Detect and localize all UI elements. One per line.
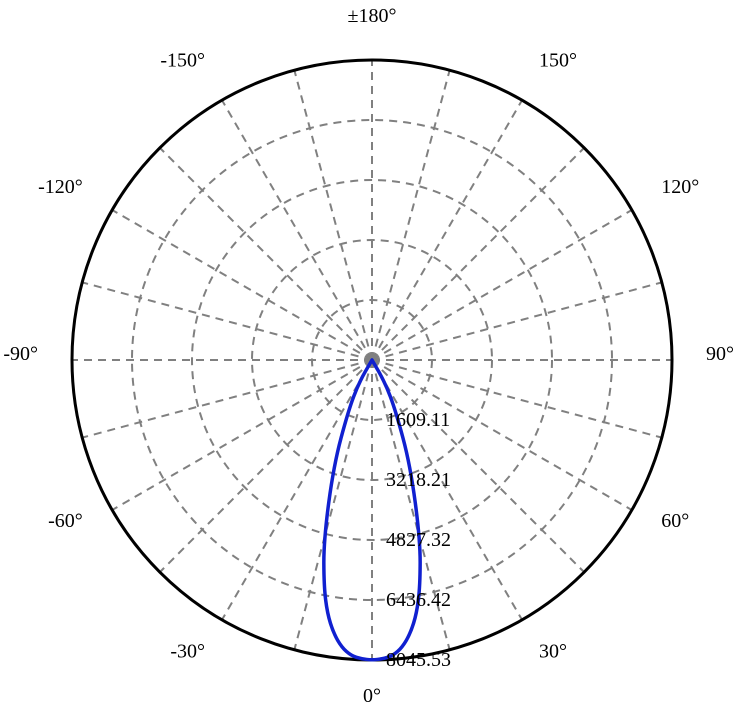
grid-spoke (160, 148, 372, 360)
angle-label: -30° (170, 640, 205, 662)
grid-spoke (112, 360, 372, 510)
grid-spoke (372, 282, 662, 360)
angle-label: 90° (706, 343, 734, 365)
grid-spoke (222, 100, 372, 360)
polar-chart: 1609.11 3218.21 4827.32 6436.42 8045.530° 30°… (0, 0, 744, 721)
grid-spoke (222, 360, 372, 620)
radial-axis-label: 3218.21 (386, 469, 451, 491)
grid-spoke (294, 70, 372, 360)
angle-label: ±180° (348, 5, 397, 27)
angle-label: 120° (661, 176, 699, 198)
radial-axis-label: 6436.42 (386, 589, 451, 611)
grid-spoke (294, 360, 372, 650)
grid-spoke (372, 70, 450, 360)
angle-label: 150° (539, 50, 577, 72)
angle-label: 30° (539, 640, 567, 662)
radial-axis-label: 4827.32 (386, 529, 451, 551)
angle-label: -60° (48, 510, 83, 532)
grid-spoke (82, 282, 372, 360)
grid-spoke (372, 148, 584, 360)
angle-label: 0° (363, 685, 381, 707)
grid-spoke (372, 210, 632, 360)
radial-axis-label: 1609.11 (386, 409, 450, 431)
radial-axis-label: 8045.53 (386, 649, 451, 671)
grid-spoke (112, 210, 372, 360)
grid-spoke (160, 360, 372, 572)
angle-label: -90° (3, 343, 38, 365)
grid-spoke (82, 360, 372, 438)
angle-label: 60° (661, 510, 689, 532)
grid-spoke (372, 100, 522, 360)
angle-label: -150° (160, 50, 205, 72)
angle-label: -120° (38, 176, 83, 198)
